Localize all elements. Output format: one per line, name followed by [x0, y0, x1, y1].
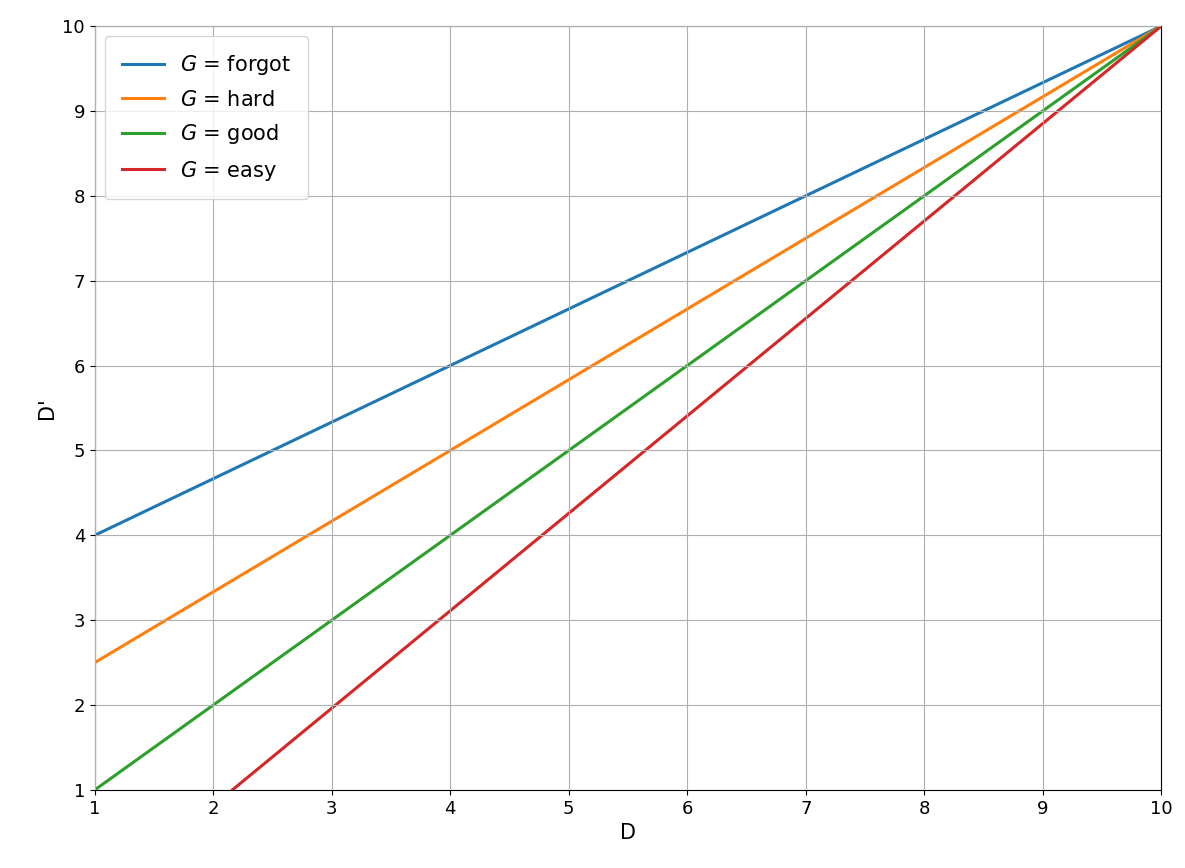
- $G$ = good: [197, 707, 211, 717]
- $G$ = hard: [939, 149, 953, 160]
- $G$ = forgot: [557, 306, 571, 316]
- $G$ = forgot: [920, 133, 934, 143]
- $G$ = easy: [225, 785, 239, 795]
- Line: $G$ = good: $G$ = good: [95, 26, 1161, 790]
- $G$ = easy: [341, 690, 356, 700]
- $G$ = forgot: [88, 530, 102, 541]
- $G$ = good: [557, 448, 571, 458]
- $G$ = good: [88, 785, 102, 795]
- $G$ = easy: [715, 383, 729, 393]
- $G$ = good: [1154, 21, 1168, 31]
- X-axis label: D: D: [620, 823, 636, 843]
- $G$ = easy: [347, 685, 361, 695]
- $G$ = hard: [1154, 21, 1168, 31]
- $G$ = good: [519, 476, 533, 486]
- Line: $G$ = hard: $G$ = hard: [95, 26, 1161, 662]
- $G$ = forgot: [519, 324, 533, 334]
- $G$ = forgot: [820, 181, 834, 191]
- Legend: $G$ = forgot, $G$ = hard, $G$ = good, $G$ = easy: $G$ = forgot, $G$ = hard, $G$ = good, $G…: [105, 36, 308, 200]
- $G$ = hard: [920, 161, 934, 171]
- $G$ = good: [820, 260, 834, 271]
- $G$ = easy: [607, 471, 621, 482]
- Y-axis label: D': D': [37, 397, 57, 419]
- $G$ = forgot: [1154, 21, 1168, 31]
- $G$ = forgot: [197, 478, 211, 489]
- $G$ = hard: [557, 377, 571, 387]
- $G$ = easy: [1154, 21, 1168, 31]
- $G$ = good: [939, 175, 953, 186]
- $G$ = hard: [519, 400, 533, 411]
- $G$ = forgot: [939, 124, 953, 135]
- $G$ = hard: [197, 592, 211, 602]
- $G$ = hard: [820, 220, 834, 231]
- $G$ = easy: [837, 282, 851, 293]
- Line: $G$ = easy: $G$ = easy: [232, 26, 1161, 790]
- $G$ = easy: [1013, 137, 1027, 148]
- $G$ = hard: [88, 657, 102, 667]
- $G$ = good: [920, 189, 934, 200]
- Line: $G$ = forgot: $G$ = forgot: [95, 26, 1161, 536]
